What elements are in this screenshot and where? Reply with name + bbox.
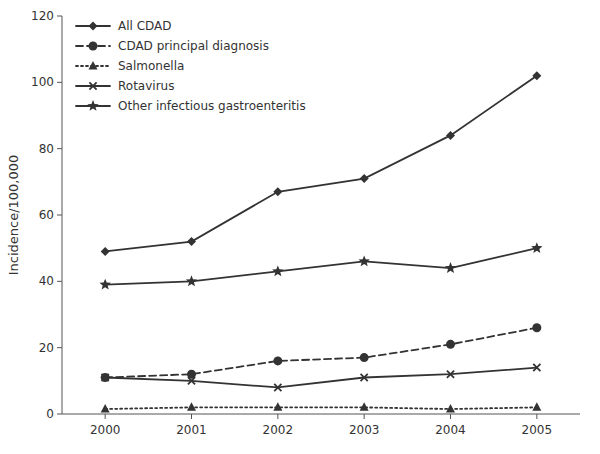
y-tick	[57, 347, 62, 348]
y-tick-label: 60	[39, 208, 54, 222]
point	[101, 247, 110, 256]
y-tick-label: 100	[31, 75, 54, 89]
legend-label: CDAD principal diagnosis	[118, 39, 269, 53]
series-line	[105, 76, 537, 252]
series-line	[105, 407, 537, 409]
point	[273, 402, 282, 411]
y-tick	[57, 82, 62, 83]
y-tick	[57, 414, 62, 415]
point	[188, 377, 195, 384]
point	[187, 237, 196, 246]
legend-item: Salmonella	[76, 59, 184, 73]
y-tick	[57, 281, 62, 282]
x-tick-label: 2003	[349, 423, 380, 437]
point	[532, 323, 541, 332]
point	[360, 174, 369, 183]
x-tick-label: 2004	[435, 423, 466, 437]
point	[446, 404, 455, 413]
series-line	[105, 248, 537, 284]
point	[532, 71, 541, 80]
x-tick	[105, 414, 106, 419]
legend-label: Salmonella	[118, 59, 184, 73]
series	[102, 364, 541, 391]
y-tick	[57, 215, 62, 216]
point	[533, 364, 540, 371]
point	[531, 242, 542, 253]
x-axis-line	[62, 414, 580, 415]
series	[101, 402, 542, 412]
point	[361, 374, 368, 381]
series	[101, 323, 542, 382]
legend-label: Rotavirus	[118, 79, 174, 93]
point	[360, 353, 369, 362]
legend-marker	[89, 22, 98, 31]
point	[273, 356, 282, 365]
point	[446, 340, 455, 349]
plot-area	[99, 71, 542, 412]
point	[187, 402, 196, 411]
legend-marker	[89, 61, 98, 70]
legend-label: Other infectious gastroenteritis	[118, 99, 306, 113]
point	[532, 402, 541, 411]
x-tick-label: 2000	[90, 423, 121, 437]
y-tick-label: 120	[31, 9, 54, 23]
legend-item: CDAD principal diagnosis	[76, 39, 269, 53]
point	[186, 275, 197, 286]
x-tick-label: 2001	[176, 423, 207, 437]
legend: All CDAD CDAD principal diagnosis Salmonel…	[76, 19, 306, 113]
y-tick-label: 20	[39, 341, 54, 355]
x-tick-label: 2002	[263, 423, 294, 437]
legend-label: All CDAD	[118, 19, 172, 33]
point	[446, 131, 455, 140]
x-tick	[277, 414, 278, 419]
y-tick-label: 0	[46, 407, 54, 421]
y-tick-label: 80	[39, 142, 54, 156]
legend-marker	[89, 42, 98, 51]
point	[273, 187, 282, 196]
series	[101, 71, 542, 256]
series-line	[105, 328, 537, 378]
legend-item: Rotavirus	[76, 79, 174, 93]
point	[274, 384, 281, 391]
legend-marker	[89, 82, 96, 89]
x-tick	[364, 414, 365, 419]
point	[447, 371, 454, 378]
y-tick	[57, 148, 62, 149]
point	[360, 402, 369, 411]
legend-item: All CDAD	[76, 19, 172, 33]
x-tick	[536, 414, 537, 419]
y-tick	[57, 16, 62, 17]
series-line	[105, 368, 537, 388]
point	[272, 265, 283, 276]
point	[99, 279, 110, 290]
point	[101, 404, 110, 413]
legend-marker	[87, 100, 98, 111]
legend-item: Other infectious gastroenteritis	[76, 99, 306, 113]
y-axis-label: Incidence/100,000	[6, 155, 21, 276]
point	[445, 262, 456, 273]
series	[99, 242, 542, 289]
chart: 0 20 40 60 80 100 120 2000 2001 2002 2003 2004 2005 I…	[0, 0, 600, 454]
point	[102, 374, 109, 381]
point	[358, 255, 369, 266]
x-tick-label: 2005	[522, 423, 553, 437]
x-tick	[450, 414, 451, 419]
y-tick-label: 40	[39, 274, 54, 288]
x-tick	[191, 414, 192, 419]
